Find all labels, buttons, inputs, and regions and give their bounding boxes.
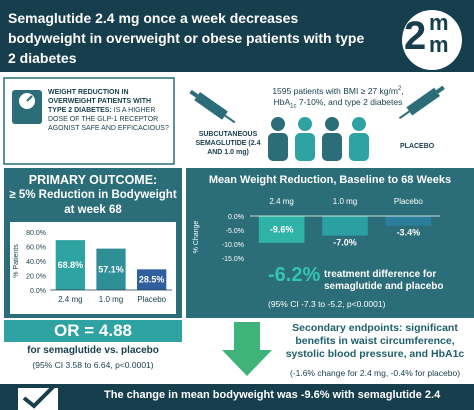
arm-label: PLACEBO — [400, 143, 435, 150]
bar — [55, 240, 85, 290]
bar — [322, 216, 368, 236]
logo-digit: 2 — [404, 14, 427, 58]
people-icon — [268, 117, 369, 161]
value-label: 28.5% — [139, 275, 165, 285]
primary-chart-bg — [10, 222, 176, 314]
conclusion-band — [0, 384, 474, 410]
check-mark — [22, 384, 56, 409]
syringe-icon-left — [189, 89, 236, 124]
value-label: -3.4% — [397, 228, 421, 238]
y-tick-label: 0.0% — [30, 288, 46, 295]
bar — [96, 248, 126, 290]
odds-text: for semaglutide vs. placebo — [27, 345, 159, 356]
population-text: 1595 patients with BMI ≥ 27 kg/m — [272, 85, 398, 96]
arm-label: SUBCUTANEOUS SEMAGLUTIDE (2.4 AND 1.0 mg… — [195, 131, 261, 156]
title: Semaglutide 2.4 mg once a week decreases… — [8, 10, 365, 66]
y-tick-label: 60.0% — [26, 245, 46, 252]
logo-letter: m — [429, 10, 449, 35]
value-label: -7.0% — [333, 238, 357, 248]
population-sup: 2 — [397, 86, 402, 92]
primary-title: PRIMARY OUTCOME: — [28, 173, 158, 187]
logo-circle — [402, 10, 462, 70]
mean-panel — [186, 168, 474, 318]
bar — [258, 216, 305, 243]
category-label: 2.4 mg — [269, 197, 293, 206]
header-band — [0, 0, 474, 72]
y-tick-label: -15.0% — [222, 256, 244, 263]
difference-text: treatment difference for semaglutide and… — [324, 269, 444, 292]
conclusion: The change in mean bodyweight was -9.6% … — [104, 389, 441, 401]
y-tick-label: 80.0% — [26, 230, 46, 237]
bar — [137, 269, 167, 290]
population-text: HbA — [273, 96, 291, 107]
secondary-title: Secondary endpoints: significant benefit… — [285, 322, 465, 360]
odds-ci: (95% CI 3.58 to 6.64, p<0.0001) — [32, 360, 154, 370]
value-label: 68.8% — [58, 260, 84, 270]
population-text: , — [401, 85, 404, 96]
y-tick-label: 0.0% — [228, 214, 244, 221]
difference-ci: (95% CI -7.3 to -5.2, p<0.0001) — [268, 299, 386, 309]
population-text: 7-10%, and type 2 diabetes — [296, 96, 403, 107]
value-label: -9.6% — [270, 224, 294, 234]
category-label: Placebo — [137, 295, 166, 304]
primary-subtitle: ≥ 5% Reduction in Bodyweight at week 68 — [9, 189, 177, 216]
category-label: 1.0 mg — [333, 197, 357, 206]
y-tick-label: 40.0% — [26, 259, 46, 266]
y-tick-label: -5.0% — [226, 228, 244, 235]
question: WEIGHT REDUCTION IN OVERWEIGHT PATIENTS … — [48, 88, 170, 133]
secondary-detail: (-1.6% change for 2.4 mg, -0.4% for plac… — [289, 368, 461, 378]
value-label: 57.1% — [98, 264, 124, 274]
mean-title: Mean Weight Reduction, Baseline to 68 We… — [208, 174, 452, 186]
question-text: IS A HIGHER DOSE OF THE GLP-1 RECEPTOR A… — [48, 107, 169, 132]
population: 1595 patients with BMI ≥ 27 kg/m2, HbA1c… — [248, 84, 428, 113]
bar — [385, 216, 432, 226]
population-sub: 1c — [290, 103, 297, 110]
category-label: 1.0 mg — [99, 295, 123, 304]
syringe-icon-right — [398, 85, 445, 120]
category-label: Placebo — [394, 197, 423, 206]
logo-letter: m — [429, 32, 449, 57]
odds-ratio: OR = 4.88 — [54, 321, 132, 340]
difference: -6.2% — [268, 264, 321, 286]
scale-icon — [12, 90, 42, 124]
y-tick-label: 20.0% — [26, 274, 46, 281]
down-arrow — [222, 322, 272, 376]
y-axis-label: % Change — [193, 221, 200, 254]
question-bold: WEIGHT REDUCTION IN OVERWEIGHT PATIENTS … — [48, 89, 152, 114]
y-axis-label: % Patients — [13, 244, 20, 278]
category-label: 2.4 mg — [58, 295, 82, 304]
y-tick-label: -10.0% — [222, 242, 244, 249]
or-band — [4, 320, 182, 342]
